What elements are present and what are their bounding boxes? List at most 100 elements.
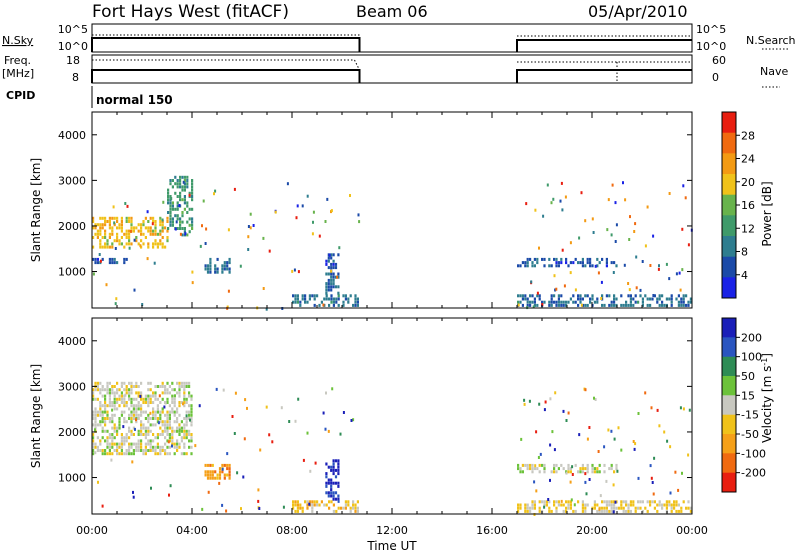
colorbar-segment	[722, 236, 736, 258]
heatmap-cell	[154, 232, 157, 236]
heatmap-cell	[565, 419, 568, 422]
heatmap-cell	[96, 229, 99, 233]
heatmap-cell	[140, 404, 143, 408]
heatmap-cell	[296, 294, 299, 298]
heatmap-cell	[154, 410, 157, 414]
heatmap-cell	[603, 509, 606, 513]
heatmap-cell	[548, 257, 551, 261]
heatmap-cell	[120, 216, 123, 220]
heatmap-cell	[646, 297, 649, 301]
heatmap-cell	[615, 264, 618, 268]
heatmap-cell	[684, 196, 687, 200]
heatmap-cell	[574, 509, 577, 513]
heatmap-cell	[594, 264, 597, 268]
heatmap-cell	[166, 413, 169, 417]
heatmap-cell	[581, 509, 584, 513]
heatmap-cell	[190, 436, 193, 440]
heatmap-cell	[572, 300, 575, 304]
x-tick-label: 20:00	[576, 524, 608, 537]
heatmap-cell	[183, 397, 186, 401]
heatmap-cell	[190, 423, 193, 427]
heatmap-cell	[130, 410, 133, 414]
heatmap-cell	[124, 202, 127, 205]
heatmap-cell	[608, 509, 611, 513]
heatmap-cell	[555, 257, 558, 261]
heatmap-cell	[615, 297, 618, 301]
heatmap-cell	[653, 506, 656, 510]
heatmap-cell	[580, 303, 583, 307]
heatmap-cell	[533, 506, 536, 510]
heatmap-cell	[589, 264, 592, 268]
heatmap-cell	[183, 433, 186, 436]
heatmap-cell	[651, 297, 654, 301]
heatmap-cell	[555, 261, 558, 265]
heatmap-cell	[221, 470, 224, 474]
heatmap-cell	[149, 417, 152, 420]
heatmap-cell	[92, 445, 95, 449]
heatmap-cell	[181, 214, 184, 218]
heatmap-cell	[304, 500, 307, 504]
heatmap-cell	[216, 267, 219, 271]
heatmap-cell	[342, 303, 345, 307]
heatmap-cell	[649, 303, 652, 307]
heatmap-cell	[152, 449, 155, 452]
heatmap-cell	[560, 303, 563, 307]
heatmap-cell	[543, 500, 546, 504]
heatmap-cell	[104, 242, 107, 246]
colorbar-segment	[722, 318, 736, 338]
heatmap-cell	[526, 300, 529, 304]
heatmap-cell	[158, 394, 161, 398]
heatmap-cell	[124, 393, 127, 397]
heatmap-cell	[646, 303, 649, 307]
heatmap-cell	[337, 481, 340, 485]
heatmap-cell	[183, 179, 186, 182]
heatmap-cell	[202, 199, 205, 203]
heatmap-cell	[186, 204, 189, 208]
heatmap-cell	[542, 214, 545, 218]
heatmap-cell	[130, 226, 133, 230]
heatmap-cell	[181, 211, 184, 214]
heatmap-cell	[629, 215, 631, 219]
heatmap-cell	[154, 445, 157, 449]
heatmap-cell	[92, 410, 95, 414]
heatmap-cell	[584, 219, 587, 223]
heatmap-cell	[180, 381, 183, 385]
heatmap-cell	[658, 294, 661, 298]
heatmap-cell	[130, 417, 133, 420]
heatmap-cell	[627, 503, 630, 507]
heatmap-cell	[521, 303, 524, 307]
heatmap-cell	[223, 264, 226, 268]
heatmap-cell	[593, 467, 596, 471]
heatmap-cell	[233, 432, 236, 435]
heatmap-cell	[607, 428, 610, 432]
heatmap-cell	[519, 467, 522, 471]
heatmap-cell	[159, 242, 162, 246]
heatmap-cell	[108, 236, 111, 239]
heatmap-cell	[546, 183, 549, 187]
heatmap-cell	[106, 439, 109, 443]
heatmap-cell	[567, 411, 570, 415]
heatmap-cell	[135, 418, 137, 422]
heatmap-cell	[216, 476, 219, 480]
y-tick-label: 3000	[58, 174, 86, 187]
heatmap-cell	[327, 272, 330, 276]
heatmap-cell	[332, 503, 335, 507]
heatmap-cell	[330, 468, 333, 472]
heatmap-cell	[104, 245, 107, 249]
heatmap-cell	[176, 426, 179, 430]
heatmap-cell	[613, 437, 616, 441]
heatmap-cell	[188, 413, 191, 417]
heatmap-cell	[665, 506, 668, 510]
heatmap-cell	[689, 509, 692, 513]
heatmap-cell	[567, 470, 570, 474]
heatmap-cell	[123, 410, 126, 414]
heatmap-cell	[108, 388, 111, 392]
heatmap-cell	[101, 413, 104, 417]
heatmap-cell	[190, 420, 193, 424]
heatmap-cell	[134, 427, 136, 431]
heatmap-cell	[613, 261, 616, 265]
heatmap-cell	[169, 179, 172, 182]
heatmap-cell	[325, 503, 328, 507]
heatmap-cell	[166, 420, 169, 424]
heatmap-cell	[242, 475, 245, 479]
